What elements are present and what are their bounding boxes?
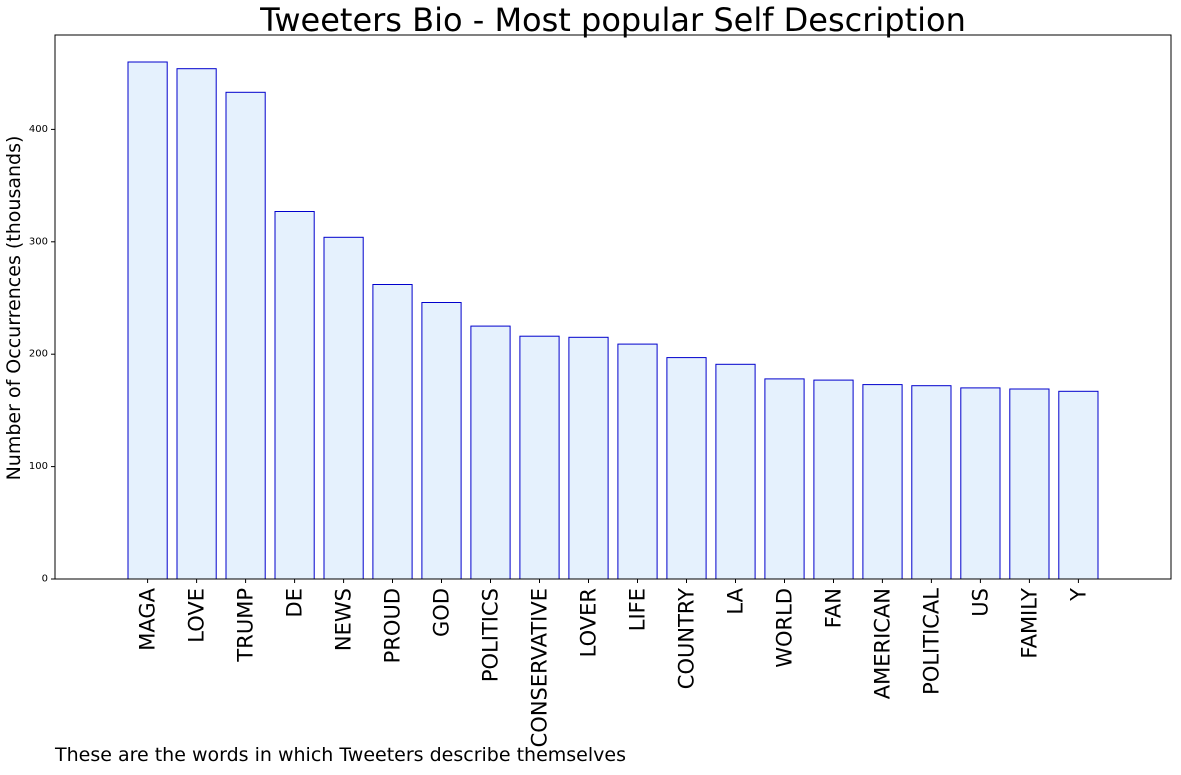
y-tick-label: 100: [29, 461, 48, 472]
x-tick-label: LIFE: [626, 588, 650, 631]
bar-fan: [813, 379, 854, 580]
x-tick-label: FAN: [822, 588, 846, 628]
x-tick-label: LOVE: [185, 588, 209, 643]
x-tick-label: COUNTRY: [675, 588, 699, 689]
y-tick-label: 0: [42, 574, 48, 585]
bar-country: [666, 357, 707, 580]
bar-political: [911, 385, 952, 580]
x-tick-label: NEWS: [332, 588, 356, 651]
bars-layer: [127, 61, 1099, 580]
x-tick-label: CONSERVATIVE: [528, 588, 552, 747]
x-tick-label: GOD: [430, 588, 454, 637]
chart-caption: These are the words in which Tweeters de…: [54, 744, 626, 766]
bar-y: [1058, 390, 1099, 580]
bar-de: [274, 211, 315, 580]
bar-world: [764, 378, 805, 580]
y-tick-label: 200: [29, 349, 48, 360]
x-tick-label: Y: [1066, 588, 1090, 602]
chart-title: Tweeters Bio - Most popular Self Descrip…: [259, 1, 966, 39]
bar-love: [176, 68, 217, 580]
x-tick-label: LA: [724, 587, 748, 614]
x-tick-label: POLITICAL: [919, 588, 943, 695]
bar-conservative: [519, 335, 560, 580]
x-tick-label: FAMILY: [1017, 588, 1041, 659]
bar-maga: [127, 61, 168, 580]
bar-god: [421, 302, 462, 580]
bar-news: [323, 236, 364, 580]
y-axis-ticks: 0 100 200 300 400: [29, 124, 55, 585]
x-tick-label: US: [968, 588, 992, 617]
y-axis-label: Number of Occurrences (thousands): [3, 136, 25, 481]
bar-life: [617, 343, 658, 580]
x-tick-label: LOVER: [577, 588, 601, 657]
x-tick-label: TRUMP: [234, 588, 258, 663]
x-tick-label: WORLD: [773, 588, 797, 668]
bar-family: [1009, 388, 1050, 580]
x-tick-label: PROUD: [381, 588, 405, 663]
x-tick-label: DE: [283, 588, 307, 617]
x-axis-ticks: MAGA LOVE TRUMP DE NEWS PROUD GOD POLITICS CONSE…: [136, 579, 1090, 747]
plot-frame: [54, 34, 1172, 580]
x-tick-label: MAGA: [136, 587, 160, 650]
bar-proud: [372, 284, 413, 580]
bar-trump: [225, 91, 266, 580]
bar-us: [960, 387, 1001, 580]
y-tick-label: 300: [29, 236, 48, 247]
bar-la: [715, 363, 756, 580]
bar-lover: [568, 336, 609, 580]
x-tick-label: AMERICAN: [870, 588, 894, 699]
x-tick-label: POLITICS: [479, 588, 503, 682]
bar-politics: [470, 325, 511, 580]
bar-american: [862, 384, 903, 580]
y-tick-label: 400: [29, 124, 48, 135]
